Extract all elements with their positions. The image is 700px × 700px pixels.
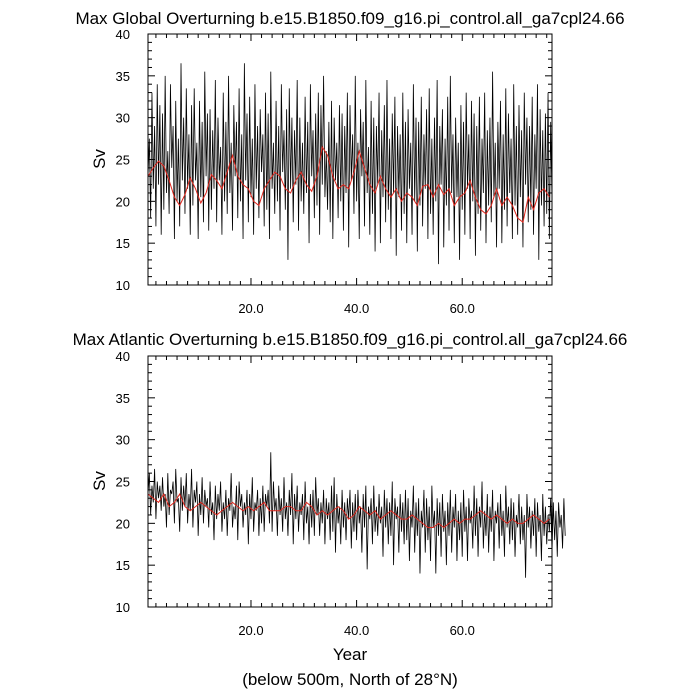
x-tick-label: 40.0 bbox=[344, 623, 369, 638]
y-tick-label: 35 bbox=[116, 391, 130, 406]
y-tick-label: 20 bbox=[116, 194, 130, 209]
global-plot-area bbox=[147, 63, 553, 265]
global-overturning-title: Max Global Overturning b.e15.B1850.f09_g… bbox=[75, 9, 624, 28]
atlantic-axis-ticks: 10 15 20 25 30 35 40 20.0 40.0 60.0 bbox=[116, 349, 552, 638]
y-tick-label: 25 bbox=[116, 153, 130, 168]
x-tick-label: 60.0 bbox=[450, 301, 475, 316]
atlantic-overturning-title: Max Atlantic Overturning b.e15.B1850.f09… bbox=[73, 330, 628, 349]
y-tick-label: 30 bbox=[116, 433, 130, 448]
global-overturning-panel: Max Global Overturning b.e15.B1850.f09_g… bbox=[75, 9, 624, 316]
y-tick-label: 30 bbox=[116, 111, 130, 126]
monthly-max-series-line bbox=[147, 63, 553, 265]
y-tick-label: 15 bbox=[116, 236, 130, 251]
y-tick-label: 35 bbox=[116, 69, 130, 84]
x-tick-label: 40.0 bbox=[344, 301, 369, 316]
y-tick-label: 10 bbox=[116, 600, 130, 615]
annual-mean-series-line bbox=[147, 145, 550, 224]
global-ylabel: Sv bbox=[90, 149, 109, 169]
x-tick-label: 20.0 bbox=[238, 623, 263, 638]
atlantic-ylabel: Sv bbox=[90, 471, 109, 491]
footnote: (below 500m, North of 28°N) bbox=[242, 670, 458, 689]
y-tick-label: 40 bbox=[116, 27, 130, 42]
monthly-max-series-line bbox=[147, 452, 566, 578]
x-tick-label: 60.0 bbox=[450, 623, 475, 638]
atlantic-plot-area bbox=[147, 452, 566, 578]
y-tick-label: 10 bbox=[116, 278, 130, 293]
atlantic-plot-frame bbox=[147, 355, 553, 608]
x-axis-label: Year bbox=[333, 645, 368, 664]
y-tick-label: 20 bbox=[116, 516, 130, 531]
annual-mean-series-line bbox=[147, 492, 550, 529]
global-plot-frame bbox=[147, 33, 553, 286]
atlantic-overturning-panel: Max Atlantic Overturning b.e15.B1850.f09… bbox=[73, 330, 628, 638]
y-tick-label: 25 bbox=[116, 475, 130, 490]
global-axis-ticks: 10 15 20 25 30 35 40 20.0 40.0 60.0 bbox=[116, 27, 552, 316]
x-tick-label: 20.0 bbox=[238, 301, 263, 316]
y-tick-label: 40 bbox=[116, 349, 130, 364]
y-tick-label: 15 bbox=[116, 558, 130, 573]
